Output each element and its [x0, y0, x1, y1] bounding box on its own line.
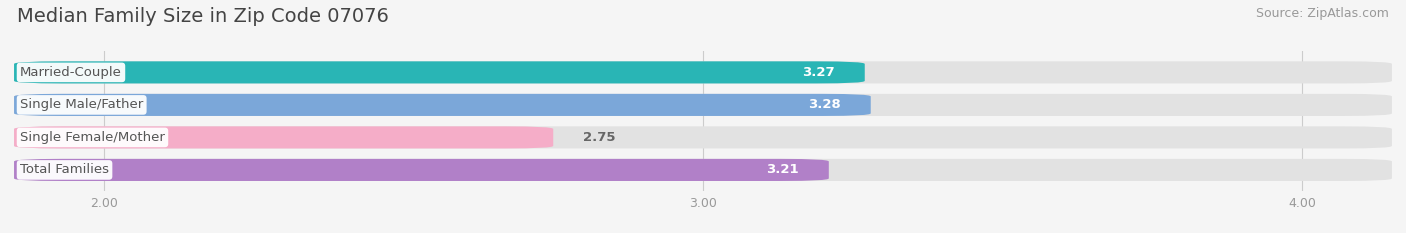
FancyBboxPatch shape [14, 61, 865, 83]
Text: Total Families: Total Families [20, 163, 110, 176]
FancyBboxPatch shape [14, 94, 1392, 116]
FancyBboxPatch shape [14, 159, 1392, 181]
FancyBboxPatch shape [14, 159, 828, 181]
Text: 3.27: 3.27 [803, 66, 835, 79]
FancyBboxPatch shape [14, 94, 870, 116]
Text: Single Male/Father: Single Male/Father [20, 98, 143, 111]
Text: Source: ZipAtlas.com: Source: ZipAtlas.com [1256, 7, 1389, 20]
FancyBboxPatch shape [14, 61, 1392, 83]
Text: Single Female/Mother: Single Female/Mother [20, 131, 165, 144]
FancyBboxPatch shape [14, 126, 553, 148]
Text: Median Family Size in Zip Code 07076: Median Family Size in Zip Code 07076 [17, 7, 388, 26]
Text: 2.75: 2.75 [583, 131, 616, 144]
Text: 3.28: 3.28 [808, 98, 841, 111]
Text: 3.21: 3.21 [766, 163, 799, 176]
Text: Married-Couple: Married-Couple [20, 66, 122, 79]
FancyBboxPatch shape [14, 126, 1392, 148]
